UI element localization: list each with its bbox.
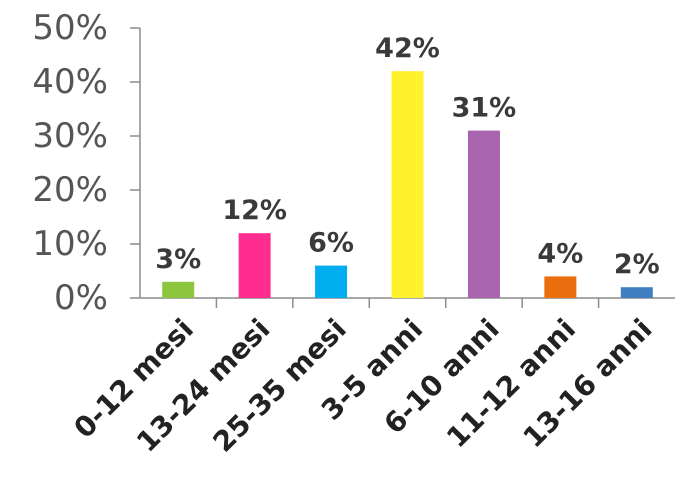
value-label: 2% xyxy=(614,249,660,280)
bar xyxy=(544,276,577,298)
value-labels: 3% 12% 6% 42% 31% 4% 2% xyxy=(155,33,659,280)
bar xyxy=(162,281,195,298)
value-label: 4% xyxy=(537,238,583,269)
value-label: 42% xyxy=(375,33,440,64)
bar xyxy=(620,287,653,298)
y-tick-label: 0% xyxy=(54,278,108,318)
value-label: 12% xyxy=(222,195,287,226)
y-tick-label: 20% xyxy=(32,170,108,210)
bars xyxy=(162,71,653,298)
x-tick-label: 13-24 mesi xyxy=(130,312,276,458)
value-label: 3% xyxy=(155,244,201,275)
y-axis-ticks: 0% 10% 20% 30% 40% 50% xyxy=(32,8,140,318)
y-tick-label: 30% xyxy=(32,116,108,156)
bar xyxy=(238,233,271,298)
bar xyxy=(467,130,500,298)
value-label: 31% xyxy=(452,93,517,124)
bar xyxy=(315,265,348,298)
bar xyxy=(391,71,424,298)
y-tick-label: 10% xyxy=(32,224,108,264)
value-label: 6% xyxy=(308,228,354,259)
y-tick-label: 50% xyxy=(32,8,108,48)
y-tick-label: 40% xyxy=(32,62,108,102)
x-tick-label: 25-35 mesi xyxy=(207,312,353,458)
